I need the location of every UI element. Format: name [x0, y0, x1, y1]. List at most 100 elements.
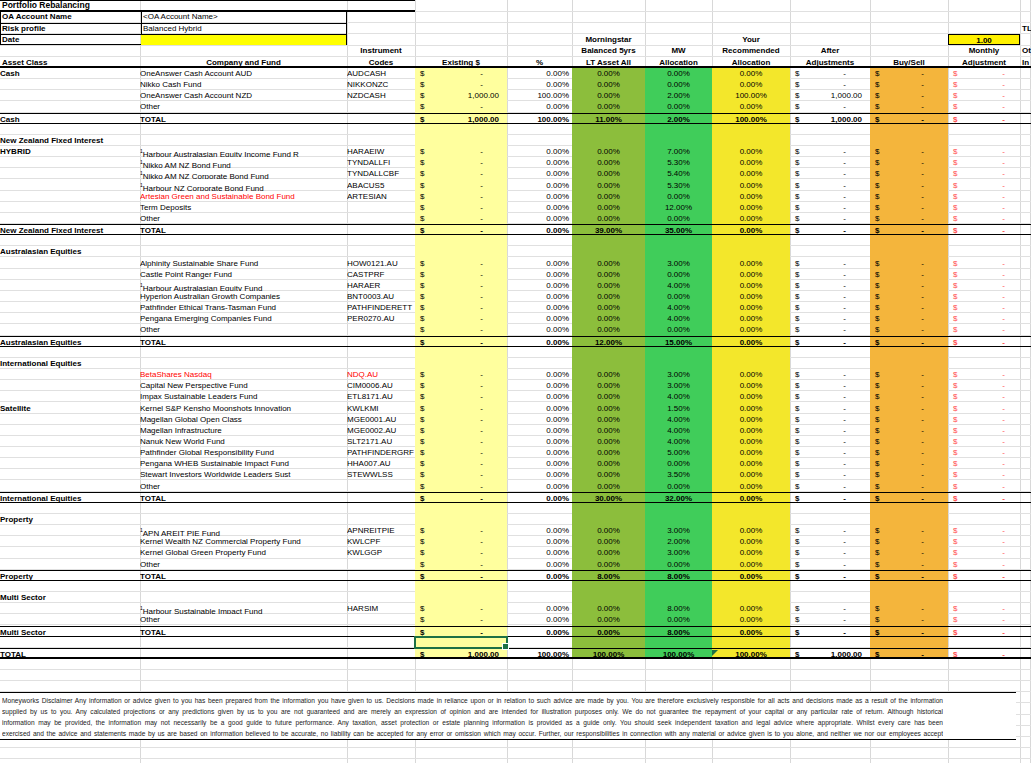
- cell-morningstar[interactable]: 0.00%: [572, 90, 645, 101]
- cell-recommended[interactable]: 0.00%: [712, 337, 790, 346]
- cell-mw-allocation[interactable]: 4.00%: [645, 280, 712, 291]
- cell-total-label[interactable]: New Zealand Fixed Interest: [0, 225, 140, 234]
- cell-fund-name[interactable]: 1Harbour Australasian Equity Fund: [140, 280, 347, 291]
- cell-instrument-code[interactable]: KWLCPF: [347, 536, 415, 547]
- cell-ex[interactable]: $-: [415, 559, 507, 570]
- cell-instrument-code[interactable]: HARAEIW: [347, 146, 415, 157]
- cell-morningstar[interactable]: 0.00%: [572, 627, 645, 636]
- cell-morningstar[interactable]: 0.00%: [572, 269, 645, 280]
- cell-fund-name[interactable]: Stewart Investors Worldwide Leaders Sust: [140, 469, 347, 480]
- cell-recommended[interactable]: 0.00%: [712, 403, 790, 414]
- cell-ex[interactable]: $-: [415, 280, 507, 291]
- cell-percent[interactable]: 0.00%: [507, 337, 572, 346]
- col-header-instrument[interactable]: Instrument: [347, 45, 415, 56]
- cell-fund-name[interactable]: 1Harbour Australasian Equity Income Fund…: [140, 146, 347, 157]
- cell-percent[interactable]: 0.00%: [507, 414, 572, 425]
- cell-bs[interactable]: $-: [870, 458, 948, 469]
- cell-recommended[interactable]: 0.00%: [712, 202, 790, 213]
- cell-af[interactable]: $-: [790, 324, 870, 335]
- cell-af[interactable]: $-: [790, 369, 870, 380]
- cell-bs[interactable]: $-: [870, 324, 948, 335]
- cell-recommended[interactable]: 0.00%: [712, 414, 790, 425]
- cell-morningstar[interactable]: 0.00%: [572, 614, 645, 625]
- section-title[interactable]: Multi Sector: [0, 592, 140, 603]
- col-header-recommended-2[interactable]: Recommended: [712, 45, 790, 56]
- col-header-mw-1[interactable]: MW: [645, 45, 712, 56]
- cell-total-word[interactable]: TOTAL: [140, 225, 347, 234]
- cell-mo[interactable]: $-: [948, 571, 1020, 580]
- cell-percent[interactable]: 0.00%: [507, 525, 572, 536]
- cell-mo[interactable]: $-: [948, 447, 1020, 458]
- cell-instrument-code[interactable]: NZDCASH: [347, 90, 415, 101]
- cell-recommended[interactable]: 0.00%: [712, 313, 790, 324]
- cell-percent[interactable]: 0.00%: [507, 447, 572, 458]
- cell-recommended[interactable]: 0.00%: [712, 469, 790, 480]
- cell-total-word[interactable]: TOTAL: [140, 337, 347, 346]
- cell-ex[interactable]: $-: [415, 425, 507, 436]
- cell-mo[interactable]: $-: [948, 369, 1020, 380]
- cell-recommended[interactable]: 0.00%: [712, 447, 790, 458]
- cell-percent[interactable]: 0.00%: [507, 269, 572, 280]
- cell-af[interactable]: $-: [790, 547, 870, 558]
- section-title[interactable]: Australasian Equities: [0, 246, 140, 257]
- cell-af[interactable]: $-: [790, 225, 870, 234]
- cell-morningstar[interactable]: 0.00%: [572, 369, 645, 380]
- cell-ex[interactable]: $-: [415, 337, 507, 346]
- cell-mo[interactable]: $-: [948, 68, 1020, 79]
- cell-mw-allocation[interactable]: 4.00%: [645, 302, 712, 313]
- cell-bs[interactable]: $-: [870, 414, 948, 425]
- cell-mw-allocation[interactable]: 0.00%: [645, 191, 712, 202]
- cell-bs[interactable]: $-: [870, 469, 948, 480]
- cell-percent[interactable]: 0.00%: [507, 614, 572, 625]
- cell-af[interactable]: $-: [790, 559, 870, 570]
- cell-morningstar[interactable]: 0.00%: [572, 68, 645, 79]
- cell-bs[interactable]: $-: [870, 536, 948, 547]
- cell-ex[interactable]: $-: [415, 436, 507, 447]
- cell-af[interactable]: $1,000.00: [790, 90, 870, 101]
- cell-total-word[interactable]: TOTAL: [140, 114, 347, 123]
- cell-af[interactable]: $-: [790, 525, 870, 536]
- cell-af[interactable]: $-: [790, 68, 870, 79]
- cell-af[interactable]: $-: [790, 627, 870, 636]
- cell-recommended[interactable]: 0.00%: [712, 436, 790, 447]
- cell-mo[interactable]: $-: [948, 481, 1020, 492]
- cell-fund-name[interactable]: Kernel S&P Kensho Moonshots Innovation: [140, 403, 347, 414]
- cell-mw-allocation[interactable]: 100.00%: [645, 649, 712, 657]
- cell-morningstar[interactable]: 0.00%: [572, 536, 645, 547]
- cell-mo[interactable]: $-: [948, 180, 1020, 191]
- col-header-after-1[interactable]: After: [790, 45, 870, 56]
- cell-mw-allocation[interactable]: 12.00%: [645, 202, 712, 213]
- cell-recommended[interactable]: 0.00%: [712, 571, 790, 580]
- cell-recommended[interactable]: 0.00%: [712, 225, 790, 234]
- cell-mo[interactable]: $-: [948, 469, 1020, 480]
- cell-mw-allocation[interactable]: 4.00%: [645, 313, 712, 324]
- cell-morningstar[interactable]: 0.00%: [572, 168, 645, 179]
- cell-mw-allocation[interactable]: 0.00%: [645, 213, 712, 224]
- col-header-morningstar-2[interactable]: Balanced 5yrs: [572, 45, 645, 56]
- oa-account-name-value[interactable]: <OA Account Name>: [143, 11, 218, 22]
- cell-ex[interactable]: $-: [415, 414, 507, 425]
- cell-percent[interactable]: 0.00%: [507, 225, 572, 234]
- cell-bs[interactable]: $-: [870, 425, 948, 436]
- cell-morningstar[interactable]: 0.00%: [572, 603, 645, 614]
- cell-morningstar[interactable]: 0.00%: [572, 559, 645, 570]
- cell-ex[interactable]: $-: [415, 168, 507, 179]
- cell-mw-allocation[interactable]: 0.00%: [645, 291, 712, 302]
- cell-recommended[interactable]: 0.00%: [712, 458, 790, 469]
- cell-bs[interactable]: $-: [870, 627, 948, 636]
- cell-af[interactable]: $-: [790, 536, 870, 547]
- cell-asset-class[interactable]: HYBRID: [0, 146, 140, 157]
- cell-bs[interactable]: $-: [870, 191, 948, 202]
- cell-mo[interactable]: $-: [948, 157, 1020, 168]
- cell-bs[interactable]: $-: [870, 391, 948, 402]
- cell-recommended[interactable]: 0.00%: [712, 380, 790, 391]
- cell-fund-name[interactable]: Alphinity Sustainable Share Fund: [140, 258, 347, 269]
- cell-mw-allocation[interactable]: 3.00%: [645, 525, 712, 536]
- cell-mo[interactable]: $-: [948, 79, 1020, 90]
- cell-percent[interactable]: 0.00%: [507, 436, 572, 447]
- selected-cell[interactable]: [414, 636, 508, 649]
- cell-af[interactable]: $-: [790, 481, 870, 492]
- cell-fund-name[interactable]: Magellan Infrastructure: [140, 425, 347, 436]
- cell-mw-allocation[interactable]: 0.00%: [645, 458, 712, 469]
- cell-fund-name[interactable]: Other: [140, 559, 347, 570]
